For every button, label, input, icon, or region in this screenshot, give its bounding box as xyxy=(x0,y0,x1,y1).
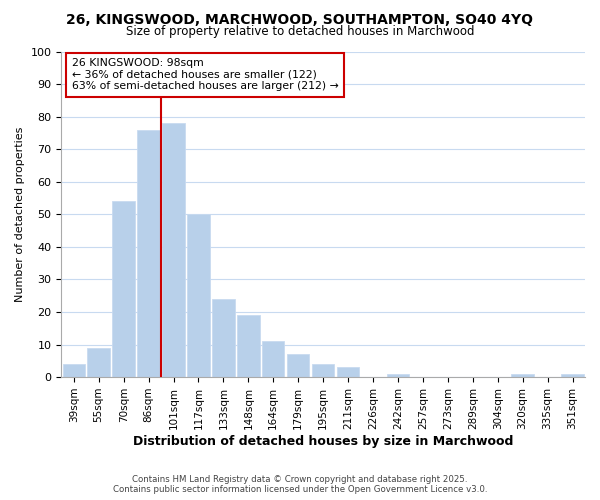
Bar xyxy=(62,364,85,377)
Bar xyxy=(162,123,185,377)
Bar xyxy=(237,315,260,377)
Bar xyxy=(212,299,235,377)
Bar xyxy=(137,130,160,377)
Text: 26, KINGSWOOD, MARCHWOOD, SOUTHAMPTON, SO40 4YQ: 26, KINGSWOOD, MARCHWOOD, SOUTHAMPTON, S… xyxy=(67,12,533,26)
Bar xyxy=(387,374,409,377)
Bar xyxy=(262,342,284,377)
Bar xyxy=(312,364,334,377)
Text: 26 KINGSWOOD: 98sqm
← 36% of detached houses are smaller (122)
63% of semi-detac: 26 KINGSWOOD: 98sqm ← 36% of detached ho… xyxy=(72,58,338,91)
Bar xyxy=(337,368,359,377)
Bar xyxy=(562,374,584,377)
Bar xyxy=(112,202,135,377)
Y-axis label: Number of detached properties: Number of detached properties xyxy=(15,126,25,302)
Bar xyxy=(511,374,534,377)
Bar xyxy=(187,214,209,377)
Text: Contains HM Land Registry data © Crown copyright and database right 2025.
Contai: Contains HM Land Registry data © Crown c… xyxy=(113,474,487,494)
Text: Size of property relative to detached houses in Marchwood: Size of property relative to detached ho… xyxy=(126,24,474,38)
Bar xyxy=(88,348,110,377)
Bar xyxy=(287,354,310,377)
X-axis label: Distribution of detached houses by size in Marchwood: Distribution of detached houses by size … xyxy=(133,434,514,448)
